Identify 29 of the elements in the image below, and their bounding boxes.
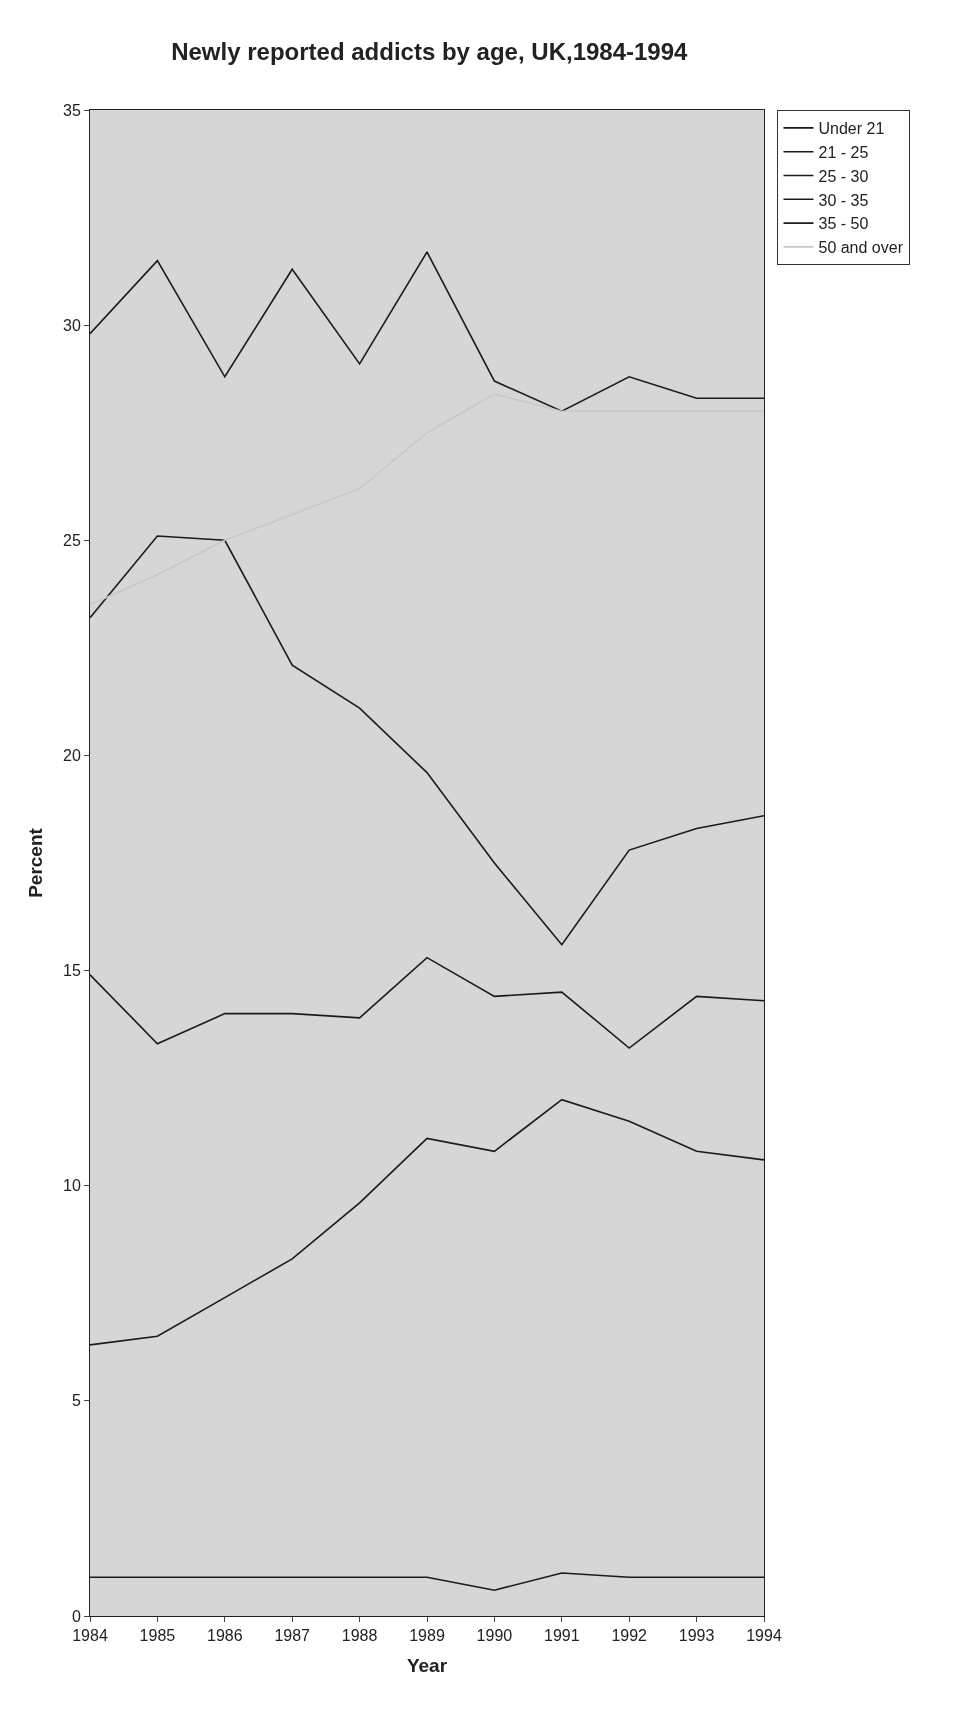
x-tick-label: 1991	[544, 1627, 580, 1645]
x-tick-label: 1988	[341, 1627, 378, 1645]
x-tick-label: 1992	[611, 1627, 648, 1645]
legend-label: 35 - 50	[818, 215, 869, 233]
x-tick-label: 1993	[678, 1627, 715, 1645]
x-tick-label: 1984	[72, 1627, 108, 1645]
y-axis-title: Percent	[24, 827, 46, 898]
x-axis-title: Year	[406, 1655, 448, 1676]
line-series	[90, 393, 764, 606]
x-tick-label: 1987	[274, 1627, 311, 1645]
chart-title: Newly reported addicts by age, UK,1984-1994	[171, 37, 689, 65]
x-tick-label: 1994	[746, 1627, 782, 1645]
legend-label: 25 - 30	[818, 167, 869, 185]
x-tick-label: 1986	[207, 1627, 243, 1645]
y-tick-label: 10	[63, 1177, 81, 1195]
x-tick-label: 1990	[476, 1627, 513, 1645]
y-tick-label: 5	[71, 1392, 81, 1410]
legend-label: 21 - 25	[818, 143, 869, 161]
y-tick-label: 20	[63, 747, 81, 765]
x-tick-label: 1989	[409, 1627, 445, 1645]
y-tick-label: 25	[63, 531, 81, 549]
y-tick-label: 0	[71, 1607, 81, 1625]
y-tick-label: 35	[63, 101, 81, 119]
legend-label: 50 and over	[818, 239, 904, 257]
x-tick-label: 1985	[139, 1627, 176, 1645]
legend-label: Under 21	[818, 120, 885, 138]
legend-label: 30 - 35	[818, 191, 869, 209]
y-tick-label: 15	[63, 962, 81, 980]
y-tick-label: 30	[63, 316, 81, 334]
